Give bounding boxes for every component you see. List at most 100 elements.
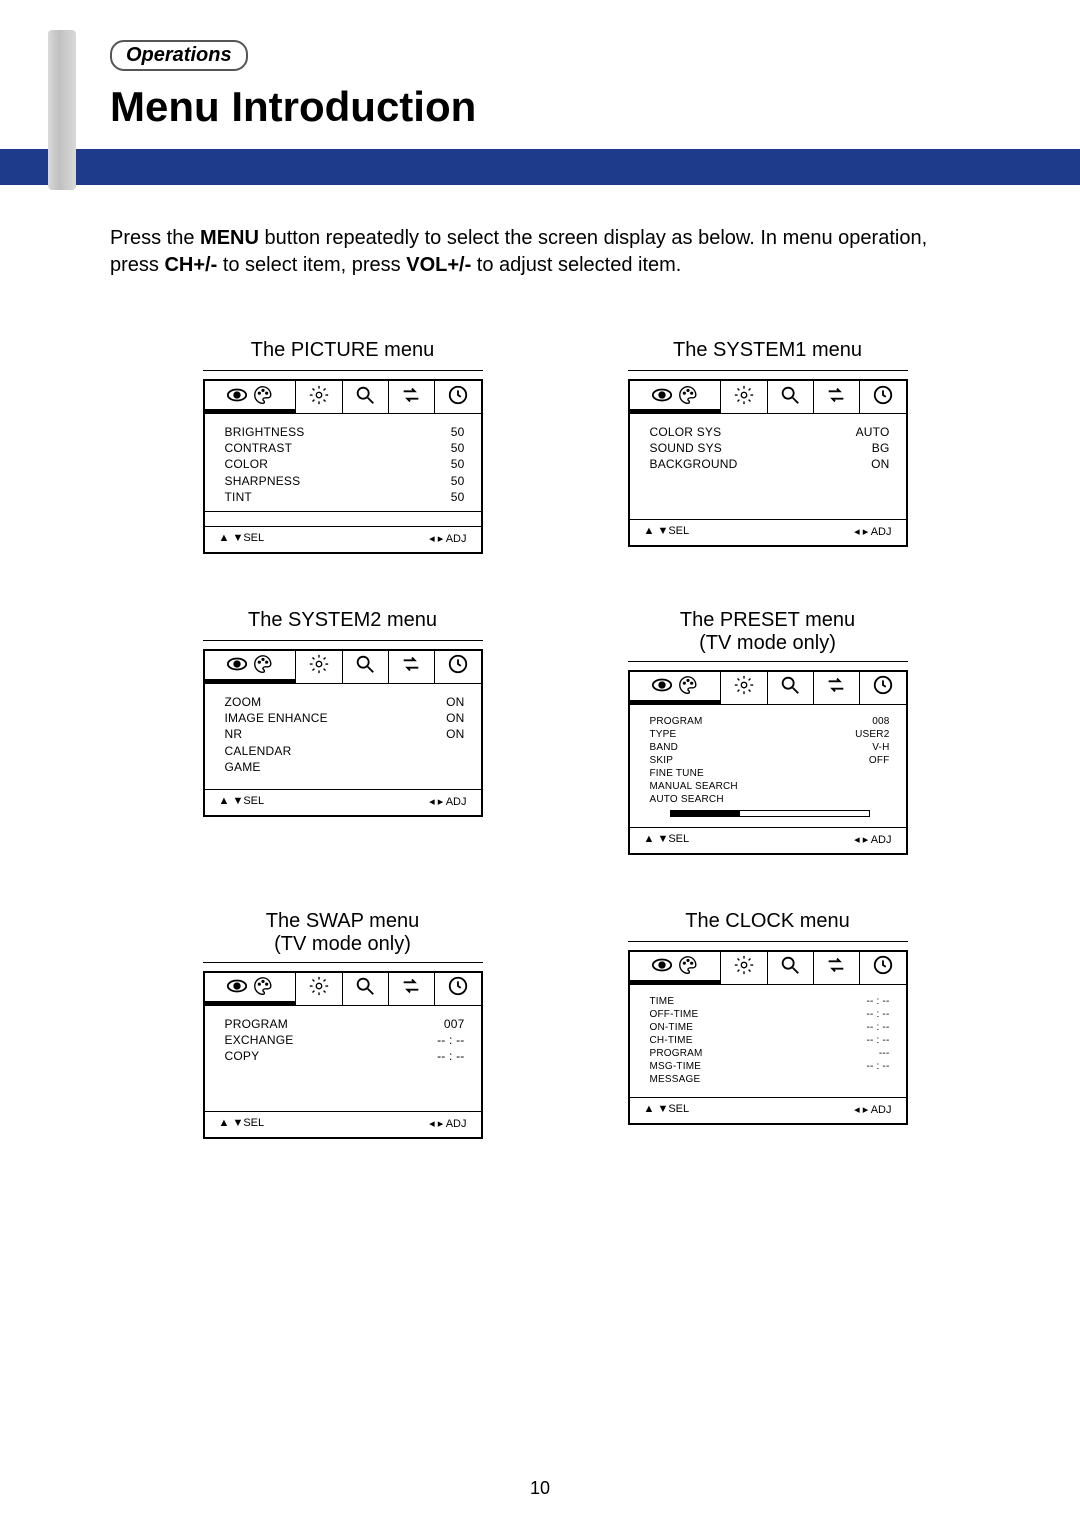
osd-row: BACKGROUNDON [650,456,890,472]
osd-row: ZOOMON [225,694,465,710]
osd-panel: ZOOMON IMAGE ENHANCEON NRON CALENDAR GAM… [203,649,483,817]
tab-swap-icon [814,952,860,984]
tab-picture-icon [205,651,297,683]
menu-system2: The SYSTEM2 menu ZOOMON IMAGE ENHANCEON … [203,609,483,855]
osd-icon-row [205,651,481,684]
gear-icon [733,954,755,981]
eye-icon [651,954,673,981]
menu-title: The SYSTEM2 menu [203,609,483,632]
header: Operations Menu Introduction [110,40,1020,131]
tab-swap-icon [389,651,435,683]
osd-panel: BRIGHTNESS50 CONTRAST50 COLOR50 SHARPNES… [203,379,483,554]
osd-row: PROGRAM008 [650,715,890,728]
swap-icon [400,653,422,680]
swap-icon [400,384,422,411]
tab-swap-icon [814,381,860,413]
tab-swap-icon [389,381,435,413]
intro-kw-ch: CH+/- [164,254,217,276]
tab-preset-icon [768,952,814,984]
tab-system-icon [721,952,767,984]
osd-row: TYPEUSER2 [650,728,890,741]
gear-icon [308,384,330,411]
osd-row: COLOR50 [225,456,465,472]
tab-picture-icon [205,381,297,413]
osd-row: MESSAGE [650,1073,890,1086]
search-icon [354,384,376,411]
osd-row: COLOR SYSAUTO [650,424,890,440]
search-icon [779,674,801,701]
menu-title: The SYSTEM1 menu [628,339,908,362]
gear-icon [308,975,330,1002]
osd-row: PROGRAM007 [225,1016,465,1032]
tab-system-icon [721,381,767,413]
osd-row: EXCHANGE-- : -- [225,1032,465,1048]
osd-row: MANUAL SEARCH [650,780,890,793]
palette-icon [252,975,274,1002]
section-pill: Operations [110,40,248,71]
osd-row: OFF-TIME-- : -- [650,1008,890,1021]
swap-icon [825,384,847,411]
osd-row: CALENDAR [225,743,465,759]
clock-icon [447,653,469,680]
search-icon [779,954,801,981]
tab-preset-icon [343,381,389,413]
tab-clock-icon [435,651,480,683]
intro-text: Press the [110,227,200,249]
tab-system-icon [296,381,342,413]
osd-panel: TIME-- : -- OFF-TIME-- : -- ON-TIME-- : … [628,950,908,1125]
osd-row: BRIGHTNESS50 [225,424,465,440]
menu-title: The CLOCK menu [628,910,908,933]
palette-icon [677,954,699,981]
menu-title: The SWAP menu [203,910,483,933]
osd-footer: ▲ ▼SEL ◂ ▸ ADJ [630,519,906,545]
clock-icon [447,975,469,1002]
osd-row: CH-TIME-- : -- [650,1034,890,1047]
osd-row: GAME [225,759,465,775]
blue-bar [0,149,1080,185]
page-title: Menu Introduction [110,83,1020,131]
clock-icon [447,384,469,411]
osd-icon-row [205,973,481,1006]
tab-clock-icon [860,672,905,704]
osd-panel: COLOR SYSAUTO SOUND SYSBG BACKGROUNDON ▲… [628,379,908,547]
search-icon [779,384,801,411]
osd-row: ON-TIME-- : -- [650,1021,890,1034]
search-progress-fill [671,811,740,816]
palette-icon [677,674,699,701]
gear-icon [733,384,755,411]
osd-icon-row [205,381,481,414]
menu-subtitle: (TV mode only) [203,933,483,956]
search-progress-bar [670,810,870,817]
osd-row: CONTRAST50 [225,440,465,456]
osd-row: MSG-TIME-- : -- [650,1060,890,1073]
osd-footer: ▲ ▼SEL ◂ ▸ ADJ [205,789,481,815]
tab-preset-icon [768,381,814,413]
tab-picture-icon [630,381,722,413]
osd-row: SHARPNESS50 [225,473,465,489]
osd-row: SKIPOFF [650,754,890,767]
eye-icon [651,384,673,411]
tab-clock-icon [860,952,905,984]
gear-icon [733,674,755,701]
osd-row: COPY-- : -- [225,1048,465,1064]
intro-text: to adjust selected item. [471,254,681,276]
menu-subtitle: (TV mode only) [628,632,908,655]
tab-picture-icon [630,952,722,984]
intro-kw-vol: VOL+/- [406,254,471,276]
osd-panel: PROGRAM008 TYPEUSER2 BANDV-H SKIPOFF FIN… [628,670,908,855]
intro-text: to select item, press [217,254,406,276]
tab-swap-icon [389,973,435,1005]
osd-row: NRON [225,726,465,742]
eye-icon [226,384,248,411]
eye-icon [226,975,248,1002]
tab-swap-icon [814,672,860,704]
swap-icon [825,674,847,701]
menu-swap: The SWAP menu (TV mode only) PROGRAM007 … [203,910,483,1139]
eye-icon [651,674,673,701]
osd-row: AUTO SEARCH [650,793,890,806]
tab-system-icon [296,651,342,683]
osd-footer: ▲ ▼SEL ◂ ▸ ADJ [630,827,906,853]
tab-clock-icon [860,381,905,413]
osd-icon-row [630,952,906,985]
tab-system-icon [721,672,767,704]
